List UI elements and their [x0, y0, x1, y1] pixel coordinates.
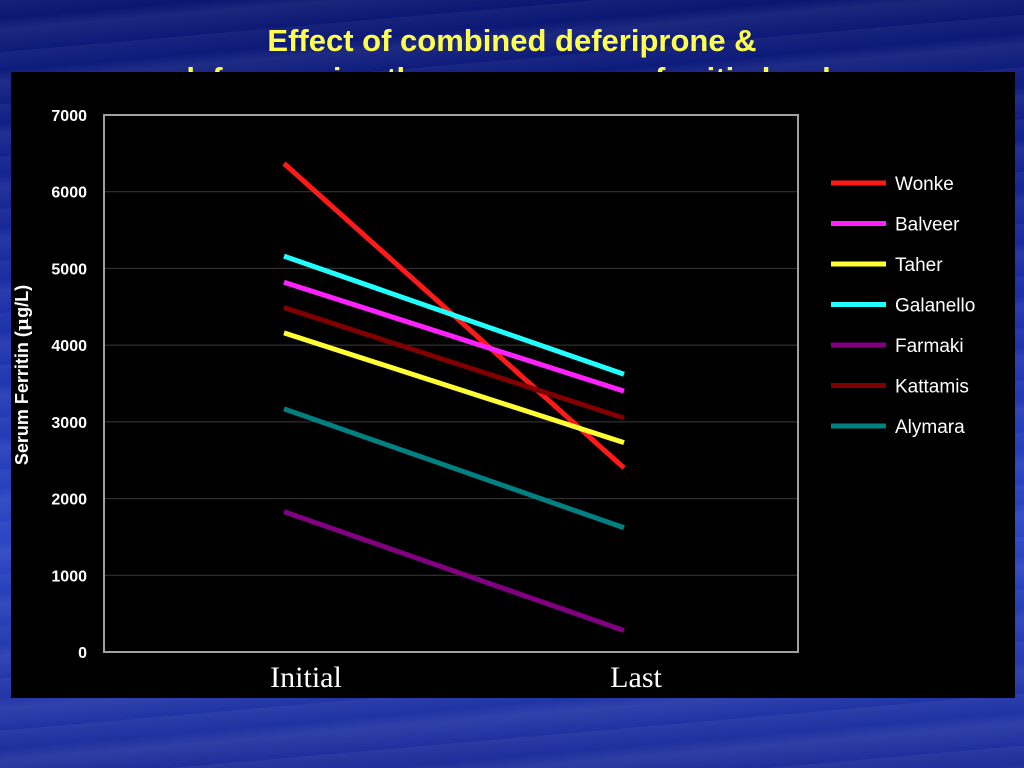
y-tick-label: 4000 — [51, 338, 87, 355]
y-tick-label: 1000 — [51, 568, 87, 585]
plot-area-border — [103, 114, 799, 653]
series-line-farmaki — [283, 509, 625, 633]
series-line-kattamis — [283, 305, 625, 421]
legend-entry-label: Alymara — [895, 417, 965, 438]
series-line-alymara — [283, 406, 625, 531]
legend-entry-label: Wonke — [895, 174, 954, 195]
series-line-galanello — [283, 253, 625, 377]
y-tick-label: 0 — [78, 645, 87, 662]
legend-entry-label: Kattamis — [895, 377, 969, 398]
legend-entry-label: Taher — [895, 255, 943, 276]
y-tick-label: 2000 — [51, 492, 87, 509]
y-tick-label: 6000 — [51, 185, 87, 202]
y-tick-label: 3000 — [51, 415, 87, 432]
x-category-label: Initial — [270, 661, 342, 694]
title-line-1: Effect of combined deferiprone & — [267, 23, 757, 58]
legend-entry-label: Balveer — [895, 215, 960, 236]
y-axis-label: Serum Ferritin (μg/L) — [12, 285, 33, 465]
x-category-label: Last — [610, 661, 662, 694]
y-tick-label: 5000 — [51, 261, 87, 278]
series-line-balveer — [283, 279, 625, 394]
y-tick-label: 7000 — [51, 108, 87, 125]
series-line-taher — [283, 330, 625, 445]
legend-entry-label: Farmaki — [895, 336, 964, 357]
legend-entry-label: Galanello — [895, 296, 975, 317]
